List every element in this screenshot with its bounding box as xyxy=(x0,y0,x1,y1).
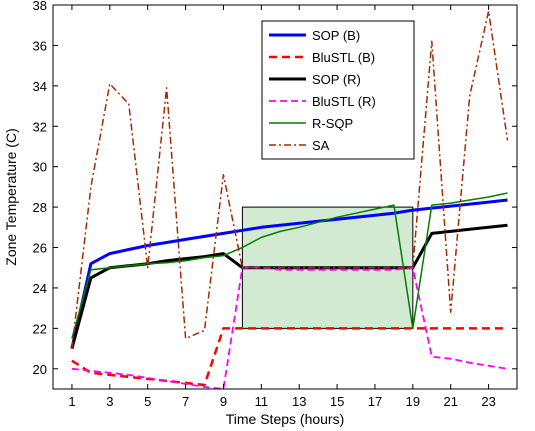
legend-label-6: SA xyxy=(312,138,330,153)
x-tick-label: 13 xyxy=(292,394,306,409)
legend-label-5: R-SQP xyxy=(312,116,353,131)
y-axis-title: Zone Temperature (C) xyxy=(3,128,19,265)
y-tick-label: 26 xyxy=(33,241,47,256)
x-tick-label: 9 xyxy=(220,394,227,409)
y-tick-label: 30 xyxy=(33,160,47,175)
x-tick-label: 15 xyxy=(330,394,344,409)
x-tick-label: 5 xyxy=(144,394,151,409)
x-axis-title: Time Steps (hours) xyxy=(226,411,345,427)
y-tick-label: 24 xyxy=(33,281,47,296)
series-layer xyxy=(70,10,509,390)
y-tick-label: 36 xyxy=(33,38,47,53)
x-tick-label: 1 xyxy=(68,394,75,409)
legend: SOP (B) BluSTL (B) SOP (R) BluSTL (R) R-SQP S… xyxy=(261,20,415,160)
x-tick-label: 21 xyxy=(443,394,457,409)
x-tick-label: 17 xyxy=(368,394,382,409)
y-tick-label: 20 xyxy=(33,362,47,377)
series-line-6 xyxy=(71,10,509,349)
y-tick-label: 34 xyxy=(33,79,47,94)
legend-label-2: BluSTL (B) xyxy=(312,50,375,65)
legend-box xyxy=(261,20,415,160)
y-tick-label: 28 xyxy=(33,200,47,215)
plot-frame xyxy=(52,4,518,390)
x-tick-label: 7 xyxy=(182,394,189,409)
series-line-5 xyxy=(71,192,508,339)
series-line-4 xyxy=(71,266,508,390)
legend-label-4: BluSTL (R) xyxy=(312,94,376,109)
legend-label-3: SOP (R) xyxy=(312,72,361,87)
legend-label-1: SOP (B) xyxy=(312,28,360,43)
y-tick-label: 22 xyxy=(33,321,47,336)
x-tick-label: 3 xyxy=(106,394,113,409)
x-tick-label: 19 xyxy=(406,394,420,409)
x-tick-label: 11 xyxy=(255,394,269,409)
x-tick-label: 23 xyxy=(481,394,495,409)
series-line-2 xyxy=(71,327,508,387)
y-tick-label: 38 xyxy=(33,0,47,13)
y-tick-label: 32 xyxy=(33,119,47,134)
